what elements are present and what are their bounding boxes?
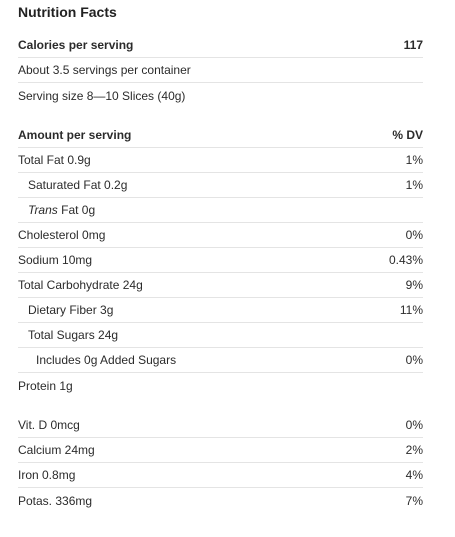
nutrient-row: Trans Fat 0g [18, 198, 423, 223]
nutrient-row: Includes 0g Added Sugars 0% [18, 348, 423, 373]
nutrient-dv: 1% [405, 178, 423, 192]
calories-value: 117 [403, 38, 423, 52]
serving-size-row: Serving size 8—10 Slices (40g) [18, 83, 423, 108]
vitamin-label: Potas. 336mg [18, 493, 93, 508]
vitamin-dv: 2% [405, 443, 423, 457]
vitamin-row: Vit. D 0mcg 0% [18, 413, 423, 438]
amount-header-row: Amount per serving % DV [18, 123, 423, 148]
amount-header-label: Amount per serving [18, 128, 132, 142]
nutrient-label: Sodium 10mg [18, 253, 93, 267]
vitamin-label: Vit. D 0mcg [18, 418, 80, 432]
nutrient-row: Sodium 10mg 0.43% [18, 248, 423, 273]
nutrient-label: Total Fat 0.9g [18, 153, 91, 167]
panel-title: Nutrition Facts [18, 4, 117, 20]
vitamin-row: Potas. 336mg 7% [18, 488, 423, 513]
nutrient-row: Saturated Fat 0.2g 1% [18, 173, 423, 198]
vitamin-row: Calcium 24mg 2% [18, 438, 423, 463]
nutrient-label: Trans Fat 0g [18, 203, 95, 217]
serving-size-label: Serving size 8—10 Slices (40g) [18, 88, 186, 103]
nutrient-row: Total Fat 0.9g 1% [18, 148, 423, 173]
calories-label: Calories per serving [18, 38, 134, 52]
trans-italic-text: Trans [28, 203, 58, 217]
nutrient-dv: 9% [405, 278, 423, 292]
trans-rest-text: Fat 0g [57, 203, 96, 217]
nutrient-row: Total Carbohydrate 24g 9% [18, 273, 423, 298]
nutrient-label: Saturated Fat 0.2g [28, 178, 128, 192]
nutrient-row: Cholesterol 0mg 0% [18, 223, 423, 248]
nutrient-dv: 0.43% [388, 253, 423, 267]
nutrient-dv: 11% [399, 303, 423, 317]
dv-header-label: % DV [392, 128, 423, 142]
nutrient-row: Total Sugars 24g [18, 323, 423, 348]
nutrient-label: Cholesterol 0mg [18, 228, 106, 242]
vitamin-label: Iron 0.8mg [18, 468, 76, 482]
nutrient-dv: 1% [405, 153, 423, 167]
servings-label: About 3.5 servings per container [18, 63, 191, 77]
vitamin-dv: 4% [405, 468, 423, 482]
nutrient-label: Total Sugars 24g [28, 328, 119, 342]
servings-row: About 3.5 servings per container [18, 58, 423, 83]
vitamin-row: Iron 0.8mg 4% [18, 463, 423, 488]
nutrient-label: Dietary Fiber 3g [28, 303, 114, 317]
nutrient-label: Protein 1g [18, 378, 73, 393]
nutrient-row: Dietary Fiber 3g 11% [18, 298, 423, 323]
vitamin-dv: 7% [405, 493, 423, 508]
nutrient-label: Includes 0g Added Sugars [36, 353, 177, 367]
nutrient-label: Total Carbohydrate 24g [18, 278, 143, 292]
vitamin-dv: 0% [405, 418, 423, 432]
vitamin-label: Calcium 24mg [18, 443, 95, 457]
nutrient-dv: 0% [405, 353, 423, 367]
nutrient-row: Protein 1g [18, 373, 423, 398]
calories-row: Calories per serving 117 [18, 33, 423, 58]
nutrient-dv: 0% [405, 228, 423, 242]
nutrition-facts-panel: Nutrition Facts Calories per serving 117… [18, 0, 423, 513]
